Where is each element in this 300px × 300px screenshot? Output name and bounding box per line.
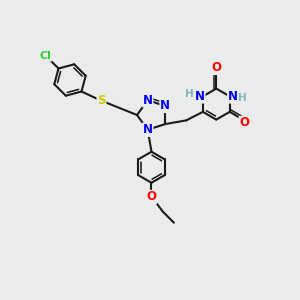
- Text: S: S: [97, 94, 106, 107]
- Text: N: N: [143, 94, 153, 107]
- Text: Cl: Cl: [40, 51, 52, 61]
- Text: H: H: [185, 89, 194, 99]
- Text: N: N: [228, 90, 238, 103]
- Text: H: H: [238, 93, 247, 103]
- Text: N: N: [160, 99, 170, 112]
- Text: O: O: [211, 61, 221, 74]
- Text: O: O: [146, 190, 157, 203]
- Text: N: N: [195, 90, 205, 103]
- Text: O: O: [239, 116, 249, 130]
- Text: N: N: [143, 123, 153, 136]
